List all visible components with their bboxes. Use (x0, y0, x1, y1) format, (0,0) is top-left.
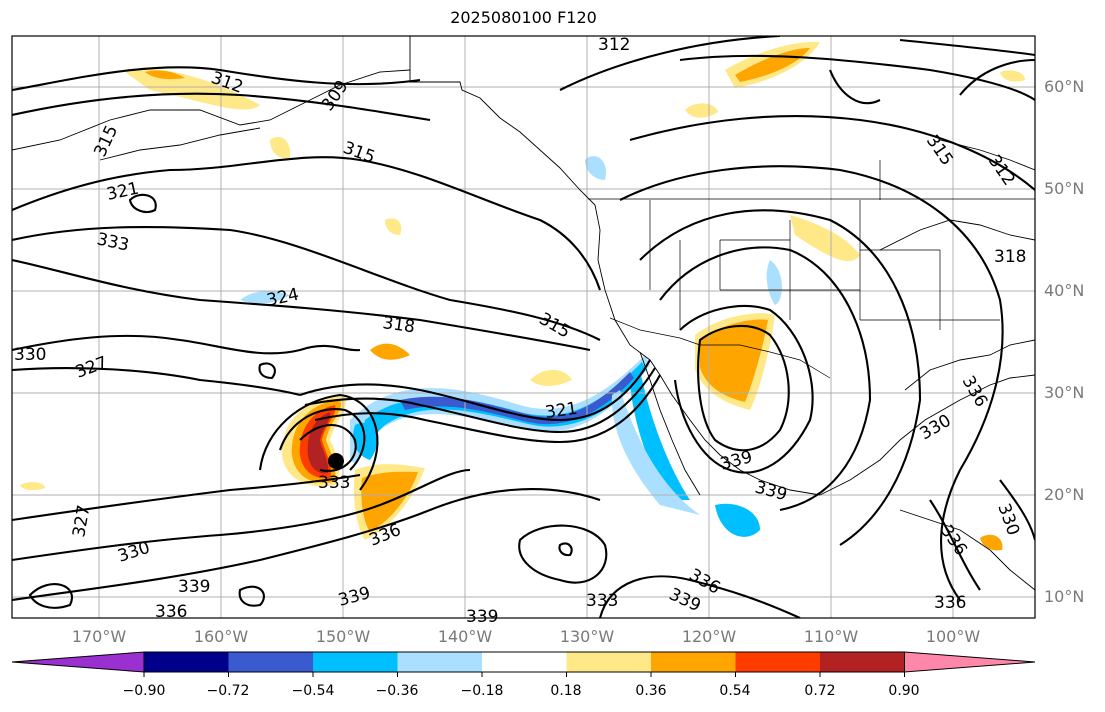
map-title: 2025080100 F120 (450, 8, 597, 27)
contour-label: 330 (14, 345, 46, 365)
colorbar-extend-low (11, 651, 145, 673)
lat-label: 50°N (1044, 179, 1085, 198)
lon-label: 120°W (681, 627, 737, 646)
lat-label: 30°N (1044, 383, 1085, 402)
colorbar-extend-high (904, 651, 1036, 673)
lat-label: 60°N (1044, 77, 1085, 96)
colorbar-tick-label: −0.36 (375, 683, 419, 699)
colorbar-tick-label: −0.90 (122, 683, 166, 699)
contour-label: 312 (598, 35, 630, 55)
colorbar-tick-label: −0.72 (206, 683, 250, 699)
colorbar-tick-label: 0.36 (635, 683, 667, 699)
lat-lon-grid (12, 36, 1035, 618)
contour-label: 339 (466, 607, 498, 627)
colorbar-tick-label: −0.54 (291, 683, 335, 699)
contour-label: 318 (994, 247, 1026, 267)
contour-label: 333 (318, 473, 350, 493)
lon-label: 100°W (925, 627, 981, 646)
lat-label: 40°N (1044, 281, 1085, 300)
map-area (12, 36, 1035, 618)
lat-label: 10°N (1044, 587, 1085, 606)
colorbar-tick-label: 0.18 (550, 683, 582, 699)
contour-label: 318 (381, 313, 416, 337)
colorbar (11, 651, 1036, 677)
anomaly-shading (20, 41, 1025, 551)
political-borders (588, 160, 1035, 379)
lat-label: 20°N (1044, 485, 1085, 504)
lon-label: 150°W (315, 627, 371, 646)
contour-label: 336 (934, 593, 966, 613)
lon-label: 130°W (559, 627, 615, 646)
colorbar-tick-label: 0.72 (804, 683, 836, 699)
contour-label: 333 (586, 591, 618, 611)
colorbar-tick-label: −0.18 (460, 683, 504, 699)
lon-label: 160°W (193, 627, 249, 646)
colorbar-tick-label: 0.90 (888, 683, 920, 699)
colorbar-tick-label: 0.54 (719, 683, 751, 699)
lon-label: 170°W (71, 627, 127, 646)
coastlines (12, 36, 1035, 591)
contour-lines (12, 36, 1035, 618)
cyclone-center (328, 453, 344, 469)
contour-label: 336 (155, 602, 187, 622)
contour-label: 321 (544, 399, 579, 423)
lon-label: 140°W (437, 627, 493, 646)
lon-label: 110°W (803, 627, 859, 646)
contour-label: 339 (178, 577, 210, 597)
map-frame (11, 35, 1036, 619)
